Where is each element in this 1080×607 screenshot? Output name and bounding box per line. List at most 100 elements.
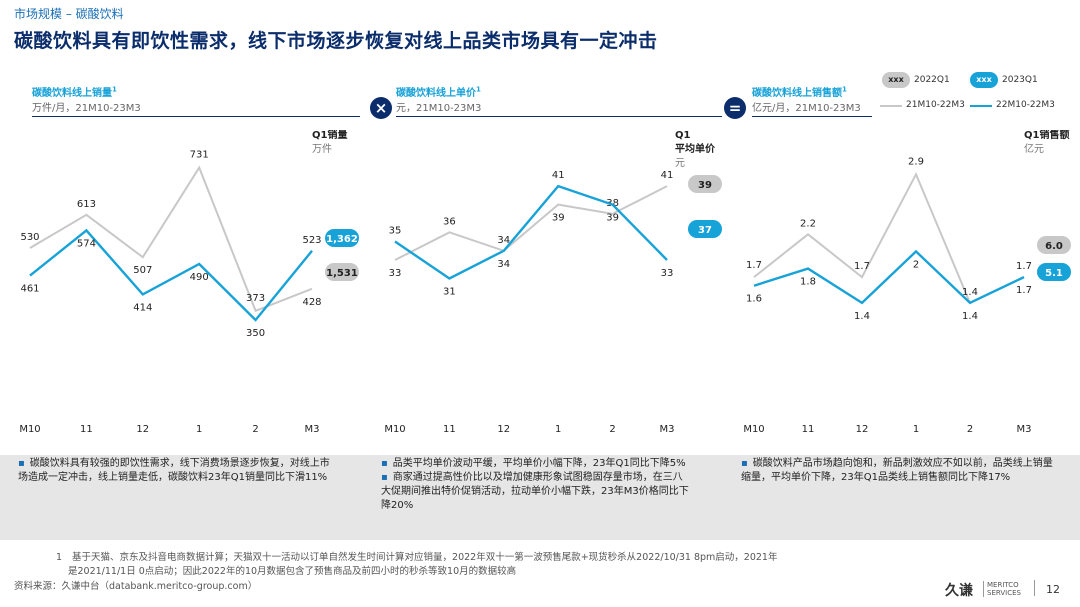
x-tick-label: 1 [196,424,202,435]
breadcrumb: 市场规模 – 碳酸饮料 [14,7,124,21]
q1-unit: 亿元 [1024,142,1044,155]
data-label: 350 [246,328,265,339]
x-tick-label: M10 [743,424,764,435]
insight-column-sales: ▪ 碳酸饮料产品市场趋向饱和，新品刺激效应不如以前，品类线上销量缩量，平均单价下降… [741,457,1053,485]
data-label: 414 [133,302,152,313]
panel-subtitle: 亿元/月，21M10-23M3 [752,103,861,114]
data-label: 33 [389,268,402,279]
insight-bullet: ▪ 碳酸饮料产品市场趋向饱和，新品刺激效应不如以前，品类线上销量缩量，平均单价下降… [741,458,1053,483]
data-label: 613 [77,199,96,210]
panel-rule [752,116,872,117]
footnote-number: 1 [56,552,63,563]
q1-pill-2022-value: 39 [698,180,712,191]
legend-line-label-2022: 21M10-22M3 [906,100,965,110]
q1-pill-2022 [325,263,359,281]
data-label: 1.4 [962,287,978,298]
q1-pill-2023-value: 1,362 [326,234,358,245]
data-label: 2.2 [800,218,816,229]
x-tick-label: 11 [802,424,815,435]
x-tick-label: M3 [1017,424,1032,435]
x-tick-label: 12 [856,424,869,435]
q1-pill-2022-value: 1,531 [326,268,358,279]
panel-subtitle: 万件/月，21M10-23M3 [32,103,141,114]
q1-label: Q1销售额 [1024,130,1069,141]
data-label: 38 [606,198,619,209]
divider [1034,580,1035,596]
page-title: 碳酸饮料具有即饮性需求，线下市场逐步恢复对线上品类市场具有一定冲击 [14,30,658,52]
data-label: 41 [661,170,674,181]
q1-pill-2023-value: 37 [698,225,712,236]
q1-label: Q1 [675,130,691,141]
data-label: 1.8 [800,277,816,288]
data-label: 41 [552,170,565,181]
legend-pill-2023: xxx [970,72,998,88]
q1-pill-2022-value: 6.0 [1045,241,1063,252]
q1-pill-2022 [1037,236,1071,254]
data-label: 33 [661,268,674,279]
x-tick-label: 11 [80,424,93,435]
x-tick-label: 12 [136,424,149,435]
page-number: 12 [1046,583,1060,596]
data-label: 31 [443,286,456,297]
data-label: 34 [497,259,510,270]
series-line-2022 [394,185,668,261]
insight-text: 品类平均单价波动平缓，平均单价小幅下降，23年Q1同比下降5% [392,458,686,469]
footnote-line: 基于天猫、京东及抖音电商数据计算；天猫双十一活动以订单自然发生时间计算对应销量，… [72,552,778,563]
chart-sales: M10 11 12 1 2 M31.72.21.72.91.41.71.61.81.421… [743,130,1071,435]
data-label: 1.7 [1016,285,1032,296]
data-label: 2 [913,259,919,270]
data-label: 39 [606,213,619,224]
data-label: 1.4 [854,311,870,322]
insight-column-price: ▪ 品类平均单价波动平缓，平均单价小幅下降，23年Q1同比下降5% ▪ 商家通过提高… [381,457,691,513]
data-label: 34 [497,235,510,246]
q1-label: Q1销量 [312,130,347,141]
times-icon: × [370,97,392,119]
panel-title: 碳酸饮料线上销量 [32,88,112,99]
footnote: 1 基于天猫、京东及抖音电商数据计算；天猫双十一活动以订单自然发生时间计算对应销量… [56,551,956,565]
panel-header-volume: 碳酸饮料线上销量1 万件/月，21M10-23M3 [32,84,360,114]
series-line-2022 [753,171,1025,305]
data-label: 1.7 [1016,261,1032,272]
data-label: 731 [190,150,209,161]
legend-label-2022: 2022Q1 [914,75,950,85]
footnote-ref: 1 [112,85,117,94]
panel-header-sales: 碳酸饮料线上销售额1 亿元/月，21M10-23M3 [752,84,1062,114]
footnote-ref: 1 [476,85,481,94]
x-tick-label: 2 [252,424,258,435]
panel-rule [396,116,722,117]
legend-line-2023 [970,105,992,107]
legend-pill-2022: xxx [882,72,910,88]
data-label: 39 [552,213,565,224]
x-tick-label: 1 [913,424,919,435]
series-line-2023 [394,184,668,280]
insight-text: 商家通过提高性价比以及增加健康形象试图稳固存量市场，在三八大促期间推出特价促销活… [381,472,689,511]
x-tick-label: 11 [443,424,456,435]
series-line-2023 [753,249,1025,305]
data-label: 523 [302,235,321,246]
logo: MERITCO SERVICES [983,581,1021,597]
q1-pill-2022 [688,175,722,193]
equals-icon: = [724,97,746,119]
chart-price: M10 11 12 1 2 M3333634393841353134413933Q1平均单… [384,130,722,435]
q1-label-2: 平均单价 [675,142,716,155]
panel-header-price: 碳酸饮料线上单价1 元，21M10-23M3 [396,84,722,114]
data-label: 461 [20,284,39,295]
insight-bullet: ▪ 品类平均单价波动平缓，平均单价小幅下降，23年Q1同比下降5% [381,458,686,469]
x-tick-label: M10 [19,424,40,435]
x-tick-label: M3 [660,424,675,435]
q1-unit: 元 [675,158,685,169]
data-label: 1.7 [854,261,870,272]
source: 资料来源：久谦中台（databank.meritco-group.com） [14,581,258,592]
data-label: 428 [302,297,321,308]
x-tick-label: 1 [555,424,561,435]
data-label: 507 [133,265,152,276]
q1-pill-2023 [325,229,359,247]
data-label: 36 [443,216,456,227]
data-label: 1.4 [962,311,978,322]
panel-title: 碳酸饮料线上销售额 [752,88,842,99]
data-label: 490 [190,272,209,283]
insight-text: 碳酸饮料产品市场趋向饱和，新品刺激效应不如以前，品类线上销量缩量，平均单价下降，… [741,458,1053,483]
insight-bullet: ▪ 碳酸饮料具有较强的即饮性需求，线下消费场景逐步恢复，对线上市场造成一定冲击，线… [18,458,330,483]
logo-en-1: MERITCO [987,581,1019,589]
